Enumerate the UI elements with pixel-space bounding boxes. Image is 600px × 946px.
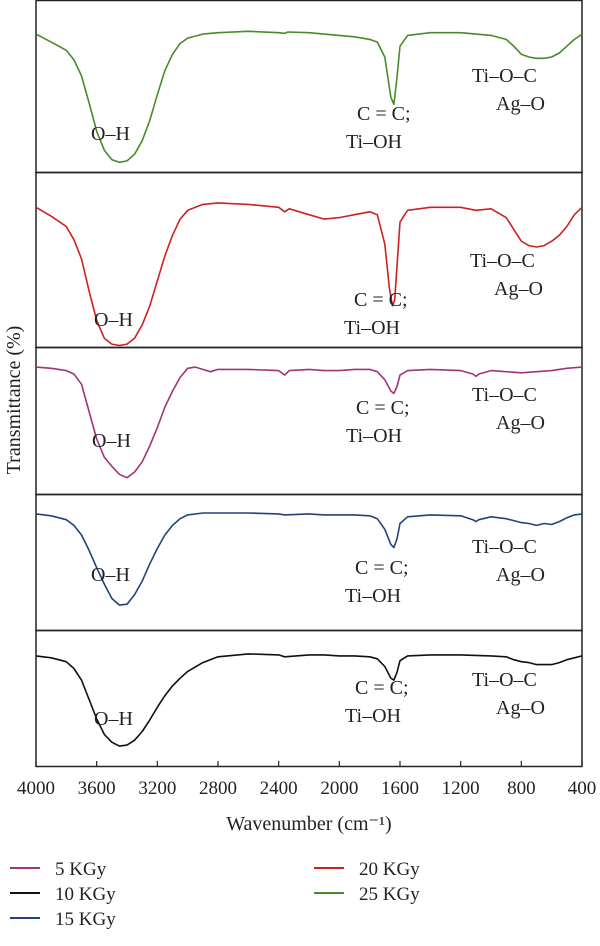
legend-label-25-kgy: 25 KGy	[359, 884, 420, 905]
annotation-oh-panel-1: O–H	[91, 123, 130, 145]
x-tick-label: 3600	[78, 778, 116, 799]
x-tick-label: 2000	[320, 778, 358, 799]
legend: 5 KGy 10 KGy 15 KGy 20 KGy 25 KGy	[10, 859, 420, 930]
x-tick-label: 1600	[381, 778, 419, 799]
annotation-cc-panel-1: C = C;	[357, 103, 411, 125]
annotation-cc-panel-5: C = C;	[355, 677, 409, 699]
legend-label-5-kgy: 5 KGy	[55, 859, 107, 880]
x-tick-label: 2400	[260, 778, 298, 799]
annotation-tioh-panel-1: Ti–OH	[346, 131, 402, 153]
annotation-tioc-panel-1: Ti–O–C	[472, 65, 537, 87]
annotation-ago-panel-1: Ag–O	[496, 93, 545, 115]
x-tick-label: 2800	[199, 778, 237, 799]
annotation-ago-panel-2: Ag–O	[494, 278, 543, 300]
series-line-5-kgy	[35, 366, 583, 479]
x-tick-label: 3200	[138, 778, 176, 799]
x-tick-label: 1200	[442, 778, 480, 799]
legend-label-20-kgy: 20 KGy	[359, 859, 420, 880]
series-line-20-kgy	[35, 202, 583, 347]
annotation-ago-panel-5: Ag–O	[496, 697, 545, 719]
annotation-oh-panel-2: O–H	[94, 309, 133, 331]
band-annotations: O–H C = C; Ti–OH Ti–O–C Ag–O O–H C = C; Ti–OH Ti…	[91, 65, 545, 730]
annotation-tioc-panel-5: Ti–O–C	[472, 669, 537, 691]
annotation-oh-panel-4: O–H	[91, 564, 130, 586]
annotation-tioh-panel-3: Ti–OH	[346, 425, 402, 447]
annotation-ago-panel-3: Ag–O	[496, 412, 545, 434]
annotation-tioc-panel-4: Ti–O–C	[472, 536, 537, 558]
y-axis-label: Transmittance (%)	[3, 326, 25, 475]
annotation-tioc-panel-2: Ti–O–C	[470, 250, 535, 272]
x-tick-label: 4000	[17, 778, 55, 799]
x-tick-label: 400	[568, 778, 597, 799]
annotation-oh-panel-3: O–H	[92, 430, 131, 452]
annotation-tioh-panel-4: Ti–OH	[345, 585, 401, 607]
x-axis-label: Wavenumber (cm⁻¹)	[226, 813, 391, 835]
annotation-tioc-panel-3: Ti–O–C	[472, 384, 537, 406]
annotation-tioh-panel-2: Ti–OH	[344, 317, 400, 339]
annotation-cc-panel-3: C = C;	[356, 397, 410, 419]
annotation-ago-panel-4: Ag–O	[496, 564, 545, 586]
series-line-10-kgy	[35, 653, 583, 747]
legend-label-15-kgy: 15 KGy	[55, 909, 116, 930]
annotation-cc-panel-2: C = C;	[354, 289, 408, 311]
panel-frames	[35, 0, 583, 768]
annotation-tioh-panel-5: Ti–OH	[345, 705, 401, 727]
x-axis: 4000 3600 3200 2800 2400 2000 1600 1200 800 400	[17, 761, 596, 799]
annotation-oh-panel-5: O–H	[94, 708, 133, 730]
x-tick-label: 800	[507, 778, 536, 799]
spectra-lines	[35, 30, 583, 747]
annotation-cc-panel-4: C = C;	[355, 557, 409, 579]
panel-frame-5	[35, 629, 583, 768]
series-line-25-kgy	[35, 30, 583, 164]
legend-label-10-kgy: 10 KGy	[55, 884, 116, 905]
panel-frame-4	[35, 493, 583, 632]
series-line-15-kgy	[35, 512, 583, 606]
